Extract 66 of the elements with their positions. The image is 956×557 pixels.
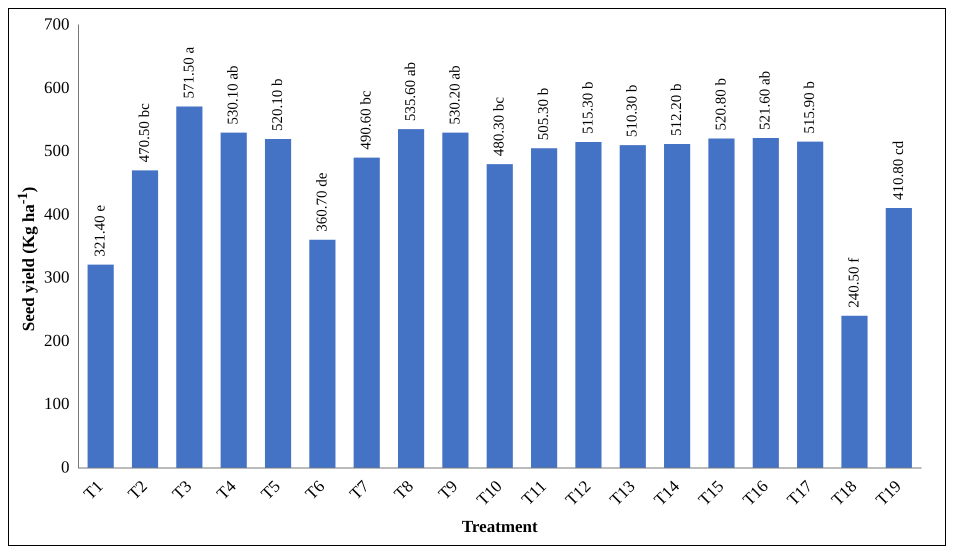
x-tick-label: T10 (472, 476, 506, 510)
x-tick-label: T16 (738, 476, 772, 510)
bar (575, 142, 602, 468)
x-tick-label: T13 (606, 476, 639, 510)
bar (531, 148, 558, 468)
data-label: 505.30 b (536, 88, 552, 140)
data-label: 515.30 b (580, 81, 596, 134)
y-tick-label: 100 (44, 394, 70, 414)
data-label: 530.20 ab (447, 65, 464, 125)
bar (841, 316, 868, 468)
y-tick-label: 400 (44, 204, 70, 224)
bar (220, 132, 247, 468)
bar (132, 170, 158, 468)
y-tick-label: 0 (61, 457, 70, 476)
bar (664, 144, 690, 468)
bar (398, 129, 424, 468)
bar (176, 106, 202, 468)
x-tick-label: T8 (390, 476, 418, 504)
data-label: 520.10 b (270, 78, 286, 131)
data-label: 480.30 bc (492, 96, 508, 156)
data-label: 240.50 f (846, 258, 862, 308)
data-label: 530.10 ab (226, 65, 242, 125)
x-axis-title: Treatment (462, 517, 538, 536)
y-tick-label: 300 (44, 268, 70, 287)
y-tick-label: 700 (44, 14, 70, 34)
x-tick-label: T6 (302, 476, 328, 504)
data-label: 520.80 b (713, 78, 730, 131)
bar (620, 145, 646, 468)
x-tick-label: T3 (168, 476, 196, 504)
bar (486, 164, 513, 468)
bar (442, 132, 468, 468)
bar (708, 138, 735, 468)
bar (264, 138, 292, 468)
bar (752, 138, 779, 468)
y-tick-label: 600 (44, 78, 70, 97)
x-tick-label: T12 (562, 476, 594, 510)
data-label: 535.60 ab (403, 62, 420, 122)
x-tick-label: T11 (518, 476, 550, 509)
y-tick-label: 200 (44, 330, 70, 350)
x-tick-label: T5 (257, 476, 284, 504)
x-tick-label: T15 (694, 476, 728, 510)
x-tick-label: T2 (124, 476, 151, 504)
x-tick-label: T7 (346, 476, 374, 504)
x-tick-label: T14 (650, 476, 684, 510)
data-label: 571.50 a (181, 46, 198, 98)
x-tick-label: T9 (434, 476, 462, 504)
data-label: 515.90 b (802, 81, 818, 134)
data-label: 490.60 bc (358, 90, 375, 150)
data-label: 470.50 bc (136, 102, 153, 162)
x-tick-label: T18 (828, 476, 860, 510)
data-label: 321.40 e (92, 204, 109, 257)
bar (797, 142, 824, 468)
x-tick-label: T17 (783, 476, 816, 510)
x-tick-label: T4 (212, 476, 240, 504)
data-label: 360.70 de (314, 172, 330, 232)
x-tick-label: T19 (872, 476, 905, 510)
bar (354, 158, 380, 468)
data-label: 410.80 cd (890, 140, 907, 200)
bar (88, 264, 114, 468)
data-label: 521.60 ab (758, 70, 774, 130)
bar (886, 208, 912, 468)
bar (309, 240, 336, 468)
data-label: 512.20 b (669, 83, 686, 136)
y-tick-label: 500 (44, 141, 70, 160)
data-label: 510.30 b (624, 84, 641, 138)
x-tick-label: T1 (80, 476, 107, 504)
